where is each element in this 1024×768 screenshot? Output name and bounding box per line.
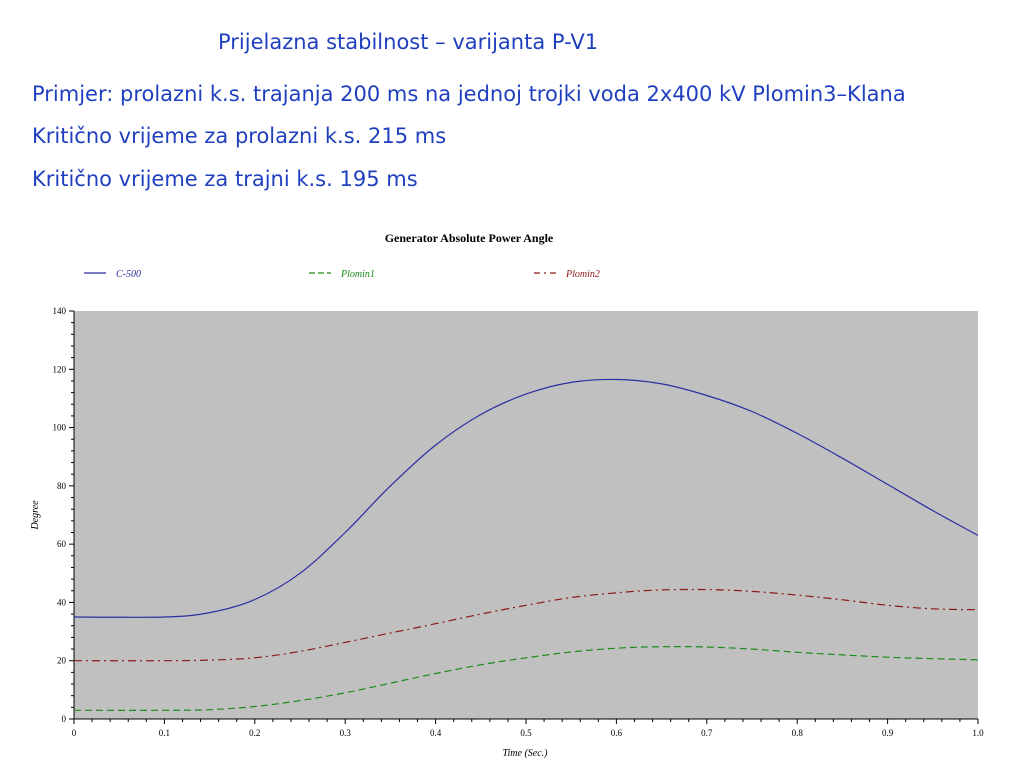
x-tick-label: 0.3 [340, 728, 352, 738]
slide-line-critical-transient: Kritično vrijeme za prolazni k.s. 215 ms [32, 124, 447, 148]
legend-label-plomin2: Plomin2 [565, 269, 600, 280]
x-tick-label: 0.4 [430, 728, 442, 738]
x-axis: 0 0.1 0.2 0.3 0.4 0.5 0.6 0.7 0.8 0.9 1.0 [72, 718, 984, 738]
chart-series [73, 378, 979, 711]
y-axis-label: Degree [30, 500, 41, 531]
x-tick-label: 0.5 [520, 728, 532, 738]
chart-legend: C-500 Plomin1 Plomin2 [84, 269, 600, 280]
series-line-plomin1 [73, 646, 979, 711]
x-tick-label: 0 [72, 728, 77, 738]
x-axis-label: Time (Sec.) [503, 748, 549, 759]
y-tick-label: 40 [57, 597, 67, 607]
x-tick-label: 1.0 [972, 728, 984, 738]
x-tick-label: 0.1 [159, 728, 170, 738]
plot-area [74, 311, 978, 719]
y-tick-label: 80 [57, 481, 67, 491]
y-tick-label: 140 [53, 306, 67, 316]
x-tick-label: 0.7 [701, 728, 713, 738]
x-tick-label: 0.2 [249, 728, 260, 738]
y-tick-label: 20 [57, 656, 67, 666]
y-axis: 0 20 40 60 80 100 120 140 [53, 306, 75, 724]
chart-title: Generator Absolute Power Angle [385, 231, 554, 245]
y-tick-label: 60 [57, 539, 67, 549]
slide-line-critical-permanent: Kritično vrijeme za trajni k.s. 195 ms [32, 167, 418, 191]
series-line-c-500 [73, 378, 979, 618]
x-tick-label: 0.6 [611, 728, 623, 738]
x-tick-label: 0.9 [882, 728, 894, 738]
x-tick-label: 0.8 [792, 728, 804, 738]
y-tick-label: 120 [53, 364, 67, 374]
legend-label-c-500: C-500 [116, 269, 141, 280]
y-tick-label: 0 [62, 714, 67, 724]
y-tick-label: 100 [53, 423, 67, 433]
slide-line-example: Primjer: prolazni k.s. trajanja 200 ms n… [32, 82, 906, 106]
slide-title: Prijelazna stabilnost – varijanta P-V1 [218, 30, 599, 54]
series-line-plomin2 [73, 588, 979, 662]
legend-label-plomin1: Plomin1 [340, 269, 375, 280]
